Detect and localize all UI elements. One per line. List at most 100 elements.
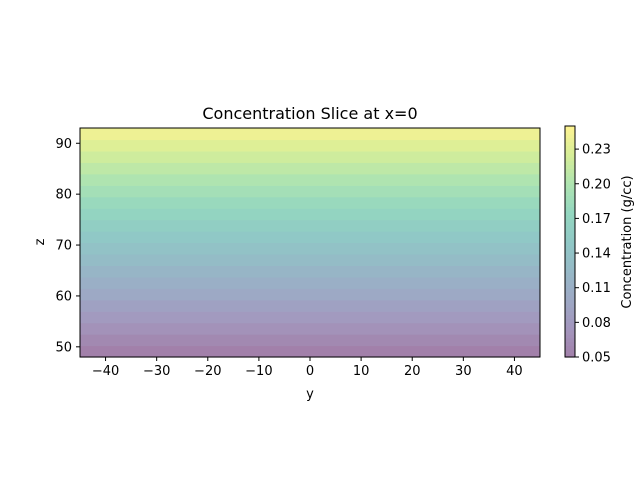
colorbar-segment <box>565 349 575 354</box>
x-tick-label: 40 <box>506 364 523 379</box>
heatmap-band <box>80 276 540 289</box>
colorbar-segment <box>565 318 575 323</box>
colorbar-segment <box>565 249 575 254</box>
heatmap-band <box>80 299 540 312</box>
heatmap-bands <box>80 128 540 358</box>
colorbar-segment <box>565 210 575 216</box>
colorbar-tick-label: 0.23 <box>582 143 611 158</box>
colorbar-segment <box>565 326 575 331</box>
colorbar-segment <box>565 268 575 273</box>
colorbar-segment <box>565 322 575 327</box>
colorbar-segment <box>565 276 575 281</box>
colorbar-segment <box>565 295 575 300</box>
colorbar-segment <box>565 253 575 258</box>
colorbar-ticks: 0.05 0.08 0.11 0.14 0.17 0.20 0.23 <box>575 143 611 366</box>
colorbar-segment <box>565 199 575 204</box>
colorbar-segment <box>565 310 575 316</box>
heatmap-band <box>80 128 540 141</box>
colorbar-segment <box>565 299 575 304</box>
colorbar-segment <box>565 137 575 142</box>
colorbar-segment <box>565 183 575 189</box>
colorbar-segment <box>565 245 575 250</box>
colorbar-segment <box>565 164 575 169</box>
colorbar-segment <box>565 145 575 150</box>
x-tick-label: −40 <box>92 364 119 379</box>
y-tick-label: 70 <box>55 239 72 254</box>
colorbar-segment <box>565 306 575 312</box>
colorbar-tick-label: 0.08 <box>582 316 611 331</box>
colorbar-segment <box>565 126 575 131</box>
colorbar-segment <box>565 160 575 166</box>
colorbar-tick-label: 0.20 <box>582 177 611 192</box>
colorbar-segment <box>565 345 575 350</box>
colorbar-segment <box>565 195 575 200</box>
colorbar-segment <box>565 156 575 162</box>
heatmap-band <box>80 139 540 152</box>
y-axis-ticks: 50 60 70 80 90 <box>55 137 80 355</box>
colorbar-segment <box>565 264 575 270</box>
x-tick-label: −10 <box>245 364 272 379</box>
heatmap-band <box>80 345 540 358</box>
colorbar-segment <box>565 337 575 343</box>
x-tick-label: 0 <box>306 364 314 379</box>
colorbar-segment <box>565 226 575 231</box>
colorbar-segment <box>565 280 575 285</box>
colorbar-tick-label: 0.14 <box>582 247 611 262</box>
colorbar-segment <box>565 149 575 154</box>
heatmap-band <box>80 185 540 198</box>
heatmap-band <box>80 265 540 278</box>
heatmap-band <box>80 311 540 324</box>
colorbar-segment <box>565 330 575 335</box>
heatmap-band <box>80 231 540 244</box>
colorbar-label: Concentration (g/cc) <box>620 175 635 308</box>
colorbar-segment <box>565 333 575 339</box>
x-tick-label: 30 <box>455 364 472 379</box>
x-tick-label: 20 <box>404 364 421 379</box>
colorbar-segment <box>565 229 575 235</box>
heatmap-band <box>80 253 540 266</box>
colorbar-segment <box>565 260 575 266</box>
colorbar-segment <box>565 214 575 219</box>
heatmap-band <box>80 162 540 175</box>
colorbar-tick-label: 0.05 <box>582 351 611 366</box>
y-axis-label: z <box>33 238 48 245</box>
heatmap-band <box>80 150 540 163</box>
colorbar-segment <box>565 176 575 181</box>
colorbar-segment <box>565 179 575 185</box>
colorbar-segment <box>565 256 575 262</box>
colorbar-segment <box>565 341 575 347</box>
colorbar-tick-label: 0.17 <box>582 212 611 227</box>
colorbar-segment <box>565 172 575 177</box>
heatmap-band <box>80 173 540 186</box>
x-tick-label: −30 <box>143 364 170 379</box>
colorbar-segment <box>565 241 575 246</box>
colorbar-frame <box>564 125 576 358</box>
colorbar-segment <box>565 283 575 289</box>
x-tick-label: 10 <box>353 364 370 379</box>
colorbar-segment <box>565 141 575 146</box>
heatmap-band <box>80 196 540 209</box>
colorbar-tick-label: 0.11 <box>582 281 611 296</box>
colorbar-segment <box>565 206 575 212</box>
colorbar-segment <box>565 353 575 358</box>
x-axis-ticks: −40 −30 −20 −10 0 10 20 30 40 <box>92 357 523 379</box>
colorbar-segment <box>565 187 575 193</box>
x-axis-label: y <box>306 387 314 402</box>
heatmap-band <box>80 219 540 232</box>
colorbar-segment <box>565 237 575 243</box>
colorbar <box>565 126 575 358</box>
colorbar-segment <box>565 287 575 293</box>
colorbar-segment <box>565 218 575 223</box>
colorbar-segment <box>565 222 575 227</box>
colorbar-segment <box>565 314 575 320</box>
colorbar-segment <box>565 168 575 173</box>
colorbar-segment <box>565 152 575 158</box>
colorbar-segment <box>565 129 575 135</box>
heatmap-band <box>80 288 540 301</box>
colorbar-segment <box>565 133 575 139</box>
heatmap-band <box>80 242 540 255</box>
colorbar-segment <box>565 291 575 296</box>
colorbar-segment <box>565 272 575 277</box>
colorbar-segment <box>565 203 575 208</box>
